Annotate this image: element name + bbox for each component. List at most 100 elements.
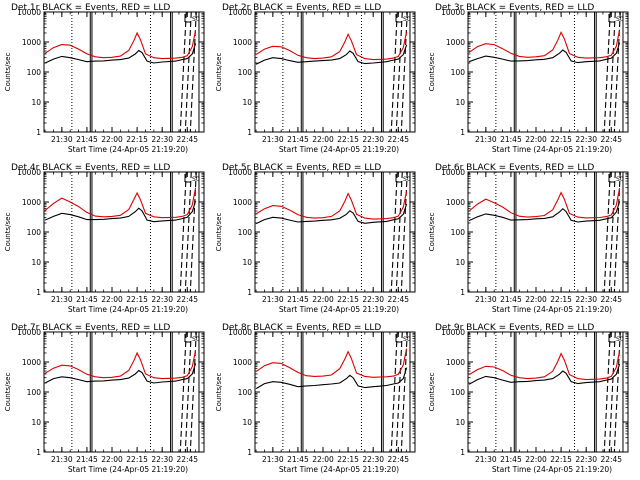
x-tick-label: 21:30	[51, 295, 73, 304]
x-tick-label: 22:15	[337, 455, 359, 464]
x-tick-label: 22:45	[387, 455, 409, 464]
y-tick-label: 1000	[446, 198, 465, 207]
dashed-marker-line	[179, 11, 187, 133]
y-tick-label: 100	[27, 228, 42, 237]
panel-7: Det 7r BLACK = Events, RED = LLD Counts/s…	[4, 323, 205, 474]
y-tick-label: 1	[247, 128, 252, 137]
y-tick-label: 100	[238, 388, 253, 397]
panel-title: Det 7r BLACK = Events, RED = LLD	[11, 323, 170, 333]
x-tick-label: 22:00	[525, 455, 547, 464]
x-tick-label: 22:45	[176, 135, 198, 144]
x-tick-label: 22:15	[337, 135, 359, 144]
x-axis-label: Start Time (24-Apr-05 21:19:20)	[279, 145, 399, 154]
x-tick-label: 21:30	[51, 135, 73, 144]
series-lld-line	[255, 190, 408, 220]
y-tick-label: 1	[460, 128, 465, 137]
x-tick-label: 22:15	[550, 295, 572, 304]
y-tick-label: 10	[242, 98, 252, 107]
y-tick-label: 1000	[233, 358, 252, 367]
y-tick-label: 1000	[22, 198, 41, 207]
x-tick-label: 22:45	[600, 295, 622, 304]
x-tick-label: 22:15	[550, 135, 572, 144]
panel-2: Det 2r BLACK = Events, RED = LLD Counts/s…	[215, 3, 416, 154]
plot-frame	[43, 331, 205, 453]
plot-frame	[467, 11, 629, 133]
marker-label: S0	[403, 16, 411, 23]
y-tick-label: 1000	[446, 358, 465, 367]
x-tick-label: 21:30	[475, 135, 497, 144]
y-tick-label: 10	[31, 98, 41, 107]
dashed-marker-line	[184, 171, 192, 293]
x-tick-label: 22:30	[362, 295, 384, 304]
dashed-marker-line	[390, 11, 398, 133]
series-events-line	[44, 363, 197, 384]
series-lld-line	[255, 348, 408, 378]
y-tick-label: 100	[238, 68, 253, 77]
y-tick-label: 10	[455, 258, 465, 267]
y-axis-label: Counts/sec	[215, 53, 223, 92]
y-tick-label: 100	[451, 388, 466, 397]
y-tick-label: 1000	[22, 38, 41, 47]
y-tick-label: 1	[36, 128, 41, 137]
x-tick-label: 21:45	[76, 295, 98, 304]
dashed-marker-line	[613, 331, 621, 453]
panel-6: Det 6r BLACK = Events, RED = LLD Counts/s…	[428, 163, 629, 314]
y-tick-label: 10	[242, 258, 252, 267]
marker-label: S0	[616, 336, 624, 343]
x-tick-label: 22:45	[387, 135, 409, 144]
plot-frame	[467, 331, 629, 453]
series-events-line	[44, 43, 197, 64]
x-tick-label: 22:30	[575, 455, 597, 464]
x-tick-label: 22:15	[126, 295, 148, 304]
series-lld-line	[44, 187, 197, 219]
x-tick-label: 21:45	[500, 455, 522, 464]
x-tick-label: 22:30	[362, 455, 384, 464]
y-tick-label: 1000	[233, 198, 252, 207]
y-tick-label: 100	[238, 228, 253, 237]
dashed-marker-line	[179, 171, 187, 293]
x-tick-label: 22:30	[575, 295, 597, 304]
marker-label: S0	[192, 336, 200, 343]
x-tick-label: 21:30	[262, 455, 284, 464]
y-axis-label: Counts/sec	[4, 373, 12, 412]
x-tick-label: 22:00	[101, 135, 123, 144]
series-lld-line	[468, 350, 621, 381]
x-axis-label: Start Time (24-Apr-05 21:19:20)	[68, 305, 188, 314]
y-tick-label: 1	[36, 288, 41, 297]
plot-frame	[467, 171, 629, 293]
y-tick-label: 10	[242, 418, 252, 427]
dashed-marker-line	[184, 11, 192, 133]
x-axis-label: Start Time (24-Apr-05 21:19:20)	[492, 305, 612, 314]
dashed-marker-line	[395, 11, 403, 133]
x-tick-label: 22:00	[525, 135, 547, 144]
dashed-marker-line	[179, 331, 187, 453]
series-events-line	[255, 203, 408, 225]
dashed-marker-line	[395, 171, 403, 293]
x-axis-label: Start Time (24-Apr-05 21:19:20)	[279, 305, 399, 314]
dashed-marker-line	[603, 331, 611, 453]
x-tick-label: 21:45	[500, 295, 522, 304]
x-axis-label: Start Time (24-Apr-05 21:19:20)	[279, 465, 399, 474]
x-tick-label: 22:30	[151, 135, 173, 144]
x-tick-label: 21:30	[262, 135, 284, 144]
panel-9: Det 9r BLACK = Events, RED = LLD Counts/s…	[428, 323, 629, 474]
y-tick-label: 10000	[441, 328, 465, 337]
y-axis-label: Counts/sec	[4, 213, 12, 252]
plot-frame	[43, 171, 205, 293]
y-axis-label: Counts/sec	[215, 213, 223, 252]
x-tick-label: 22:00	[312, 135, 334, 144]
y-tick-label: 100	[27, 388, 42, 397]
y-axis-label: Counts/sec	[4, 53, 12, 92]
x-tick-label: 22:00	[525, 295, 547, 304]
y-tick-label: 1	[460, 448, 465, 457]
y-axis-label: Counts/sec	[428, 53, 436, 92]
x-tick-label: 22:15	[126, 135, 148, 144]
x-tick-label: 22:30	[151, 455, 173, 464]
dashed-marker-line	[390, 171, 398, 293]
y-tick-label: 10000	[441, 168, 465, 177]
marker-label: S0	[192, 176, 200, 183]
x-tick-label: 22:00	[101, 295, 123, 304]
plot-frame	[254, 171, 416, 293]
dashed-marker-line	[608, 331, 616, 453]
